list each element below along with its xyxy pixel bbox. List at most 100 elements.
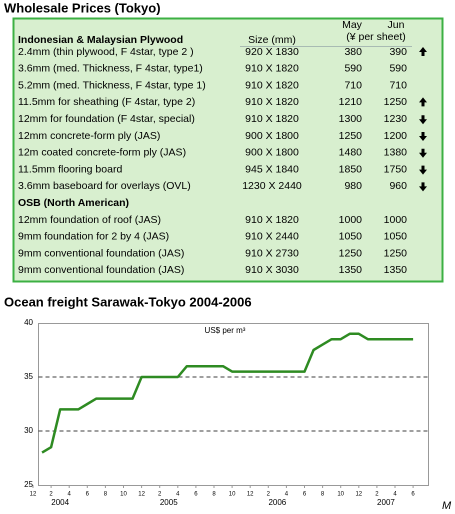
x-tick-label: 8 <box>212 492 216 498</box>
row-name: 2.4mm (thin plywood, F 4star, type 2 ) <box>18 46 194 58</box>
row-jun: 1250 <box>384 247 408 259</box>
row-jun: 1050 <box>384 231 408 243</box>
trend-arrow-down <box>419 115 427 125</box>
row-may: 1480 <box>339 147 363 159</box>
year-label: 2004 <box>51 498 69 507</box>
x-tick-label: 8 <box>321 492 325 498</box>
row-name: 3.6mm baseboard for overlays (OVL) <box>18 180 191 192</box>
row-jun: 960 <box>389 180 407 192</box>
row-jun: 1250 <box>384 96 408 108</box>
x-tick-label: 4 <box>176 492 180 498</box>
section-title: Indonesian & Malaysian Plywood <box>18 34 183 46</box>
x-tick-label: 2 <box>375 492 379 498</box>
col-unit: (¥ per sheet) <box>346 31 406 43</box>
row-size: 910 X 1820 <box>245 63 299 75</box>
x-tick-label: 12 <box>138 492 145 498</box>
trend-arrow-up <box>419 47 427 56</box>
row-jun: 1200 <box>384 130 408 142</box>
row-size: 910 X 1820 <box>245 113 299 125</box>
row-may: 380 <box>344 46 362 58</box>
year-label: 2005 <box>160 498 178 507</box>
row-jun: 710 <box>389 79 407 91</box>
row-size: 910 X 1820 <box>245 96 299 108</box>
row-size: 920 X 1830 <box>245 46 299 58</box>
y-tick-label: 30 <box>24 426 33 435</box>
row-name: 9mm foundation for 2 by 4 (JAS) <box>18 231 169 243</box>
trend-arrow-down <box>419 132 427 141</box>
row-name: 9mm conventional foundation (JAS) <box>18 264 184 276</box>
x-tick-label: 12 <box>30 492 37 498</box>
row-name: 12mm for foundation (F 4star, special) <box>18 113 195 125</box>
row-may: 1250 <box>339 247 363 259</box>
section-title: OSB (North American) <box>18 197 129 209</box>
plot-area <box>38 323 429 486</box>
row-size: 910 X 2440 <box>245 231 299 243</box>
table-box <box>12 17 444 283</box>
x-tick-label: 4 <box>68 492 72 498</box>
row-may: 1210 <box>339 96 363 108</box>
chart-title: Ocean freight Sarawak-Tokyo 2004-2006 <box>4 294 252 309</box>
x-tick-label: 8 <box>104 492 108 498</box>
x-tick-label: 6 <box>194 492 198 498</box>
x-tick-label: 2 <box>49 492 53 498</box>
row-may: 1000 <box>339 214 363 226</box>
row-may: 1300 <box>339 113 363 125</box>
x-tick-label: 6 <box>411 492 415 498</box>
row-name: 12mm foundation of roof (JAS) <box>18 214 161 226</box>
row-size: 900 X 1800 <box>245 147 299 159</box>
row-jun: 1230 <box>384 113 408 125</box>
year-label: 2007 <box>377 498 395 507</box>
row-may: 710 <box>344 79 362 91</box>
trend-arrow-down <box>419 182 427 192</box>
x-tick-label: 4 <box>285 492 289 498</box>
x-tick-label: 12 <box>247 492 254 498</box>
table-title: Wholesale Prices (Tokyo) <box>4 0 161 15</box>
x-tick-label: 2 <box>158 492 162 498</box>
row-may: 1350 <box>339 264 363 276</box>
trend-arrow-down <box>419 148 427 158</box>
row-name: 12m coated concrete-form ply (JAS) <box>18 147 186 159</box>
row-size: 900 X 1800 <box>245 130 299 142</box>
x-tick-label: 10 <box>229 492 236 498</box>
x-tick-label: 10 <box>337 492 344 498</box>
year-label: 2006 <box>268 498 286 507</box>
row-jun: 1350 <box>384 264 408 276</box>
row-size: 910 X 2730 <box>245 247 299 259</box>
x-tick-label: 12 <box>355 492 362 498</box>
trend-arrow-up <box>419 97 427 107</box>
y-tick-label: 40 <box>24 318 33 327</box>
row-name: 5.2mm (med. Thickness, F 4star, type 1) <box>18 79 206 91</box>
freight-line <box>41 332 414 454</box>
x-tick-label: 4 <box>393 492 397 498</box>
row-may: 980 <box>344 180 362 192</box>
row-may: 590 <box>344 63 362 75</box>
row-size: 1230 X 2440 <box>242 180 302 192</box>
row-may: 1850 <box>339 163 363 175</box>
row-jun: 1380 <box>384 147 408 159</box>
col-size: Size (mm) <box>248 34 296 46</box>
row-jun: 1750 <box>384 163 408 175</box>
row-name: 11.5mm for sheathing (F 4star, type 2) <box>18 96 195 108</box>
x-tick-label: 10 <box>120 492 127 498</box>
x-tick-label: 2 <box>267 492 271 498</box>
row-name: 12mm concrete-form ply (JAS) <box>18 130 160 142</box>
row-jun: 1000 <box>384 214 408 226</box>
x-tick-label: 6 <box>303 492 307 498</box>
trend-arrow-down <box>419 165 427 175</box>
y-tick-label: 35 <box>24 372 33 381</box>
row-size: 945 X 1840 <box>245 163 299 175</box>
col-may: May <box>342 19 363 31</box>
row-name: 11.5mm flooring board <box>18 163 122 175</box>
x-tick-label: 6 <box>86 492 90 498</box>
annotation: US$ per m³ <box>205 326 246 335</box>
row-may: 1250 <box>339 130 363 142</box>
row-may: 1050 <box>339 231 363 243</box>
x-axis-label: M <box>442 500 452 512</box>
row-size: 910 X 1820 <box>245 214 299 226</box>
row-size: 910 X 3030 <box>245 264 299 276</box>
col-jun: Jun <box>388 19 405 31</box>
row-name: 9mm conventional foundation (JAS) <box>18 247 184 259</box>
row-size: 910 X 1820 <box>245 79 299 91</box>
